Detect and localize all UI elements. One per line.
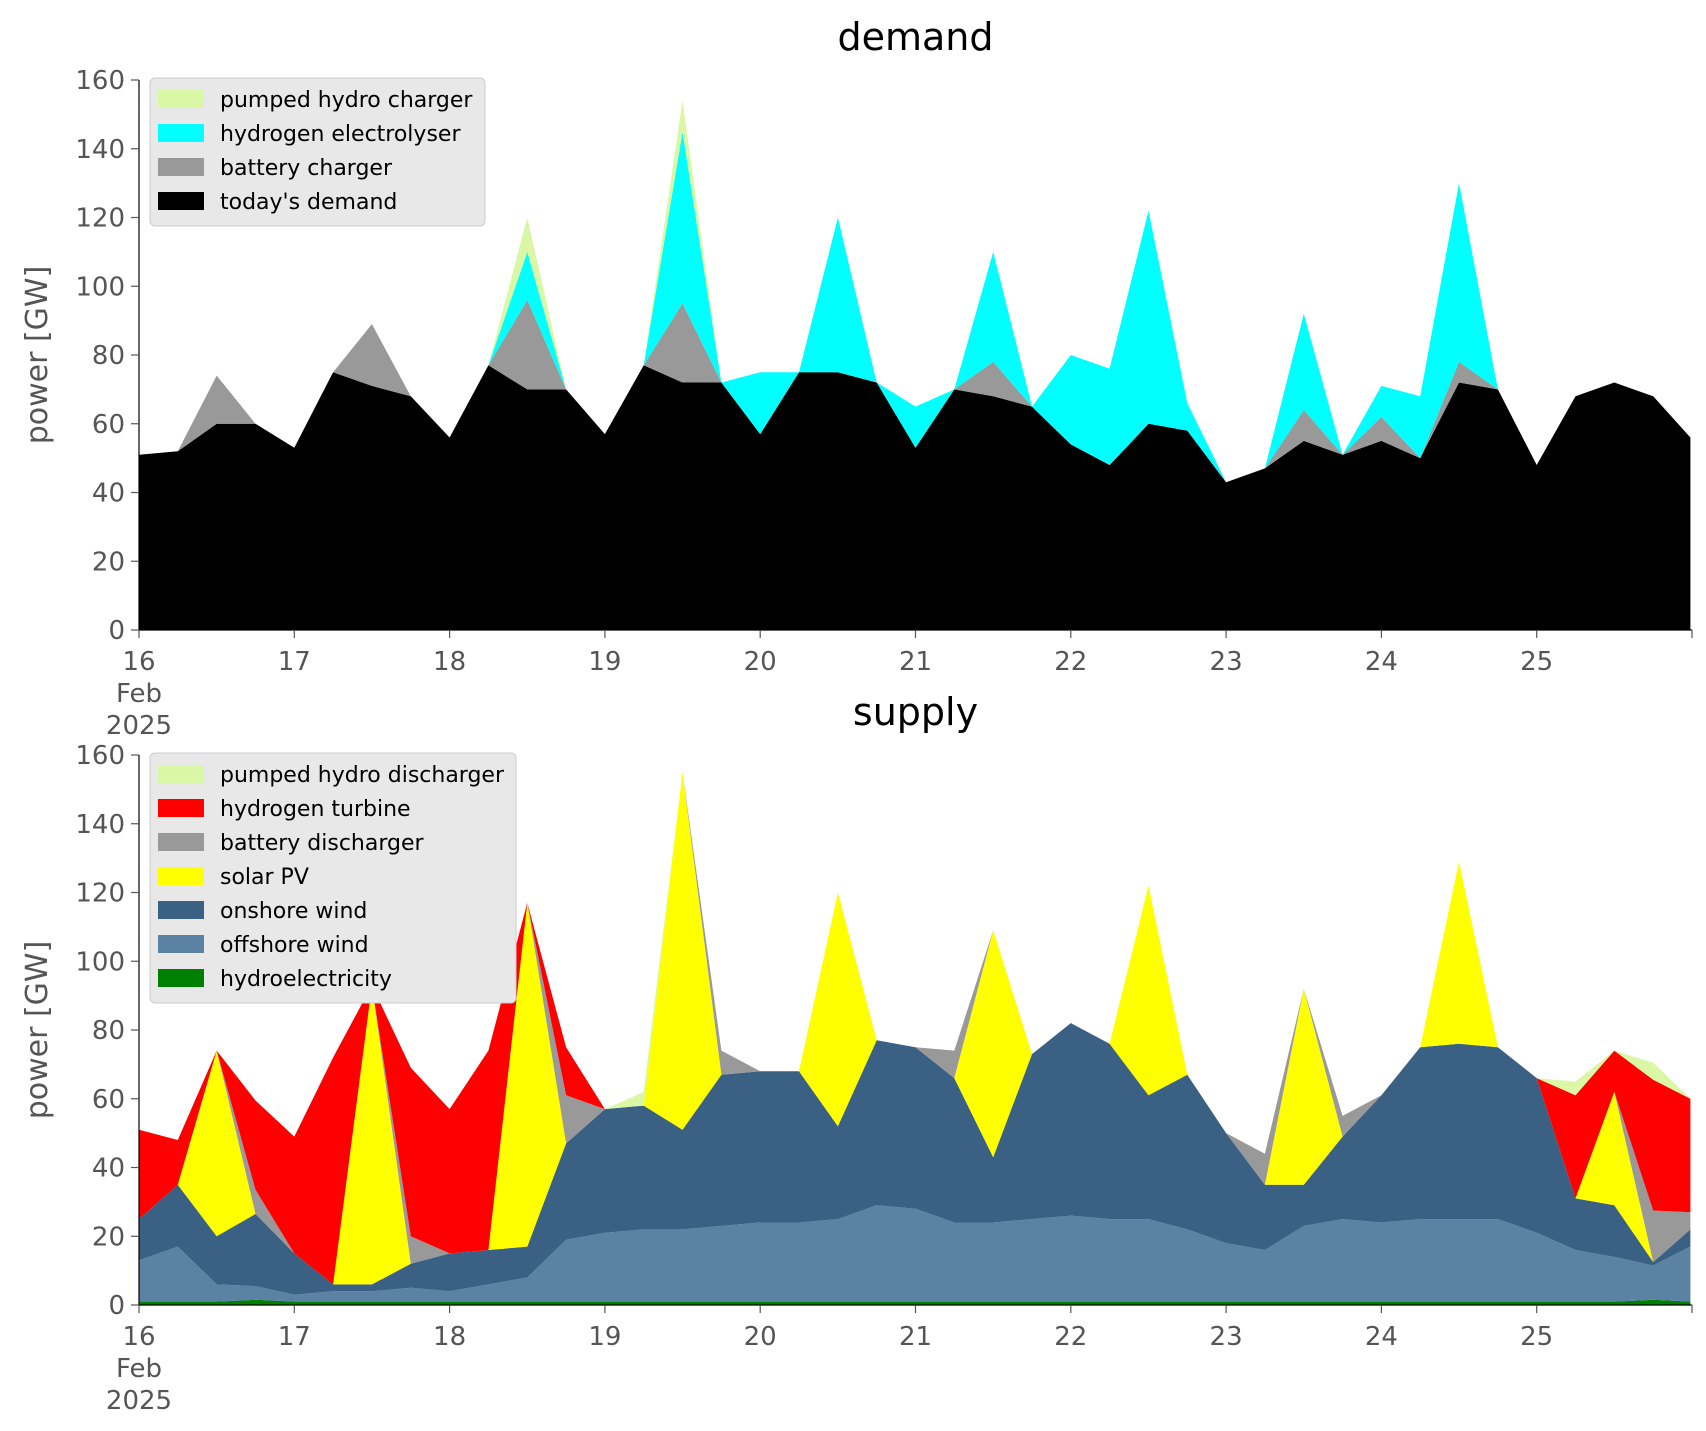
area-onshore-wind <box>139 1023 1691 1295</box>
x-tick-label: Feb <box>116 679 162 709</box>
x-tick-label: 21 <box>899 1322 932 1352</box>
x-tick-label: 17 <box>278 1322 311 1352</box>
legend-swatch <box>158 90 204 108</box>
legend-swatch <box>158 192 204 210</box>
legend: pumped hydro charger hydrogen electrolyse… <box>149 77 486 227</box>
y-tick-label: 0 <box>108 616 125 646</box>
area-today-s-demand <box>139 365 1691 630</box>
x-tick-label: 23 <box>1210 647 1243 677</box>
x-tick-label: 19 <box>588 1322 621 1352</box>
area-hydrogen-electrolyser <box>139 131 1691 483</box>
chart-title: supply <box>853 690 978 734</box>
y-tick-label: 20 <box>92 547 125 577</box>
y-tick-label: 40 <box>92 479 125 509</box>
x-tick-label: 25 <box>1520 1322 1553 1352</box>
legend-swatch <box>158 765 204 783</box>
legend-label: battery discharger <box>220 831 425 856</box>
legend-label: hydrogen turbine <box>220 797 411 822</box>
x-tick-label: 2025 <box>106 1386 172 1416</box>
x-tick-label: 19 <box>588 647 621 677</box>
legend-swatch <box>158 969 204 987</box>
x-tick-label: 23 <box>1210 1322 1243 1352</box>
legend-label: battery charger <box>220 156 393 181</box>
x-tick-label: 20 <box>744 1322 777 1352</box>
y-tick-label: 40 <box>92 1154 125 1184</box>
y-tick-label: 20 <box>92 1222 125 1252</box>
y-tick-label: 140 <box>75 810 125 840</box>
x-tick-label: 24 <box>1365 1322 1398 1352</box>
y-tick-label: 100 <box>75 272 125 302</box>
x-tick-label: 18 <box>433 647 466 677</box>
x-tick-label: 25 <box>1520 647 1553 677</box>
x-tick-label: 16 <box>122 1322 155 1352</box>
legend-frame <box>149 752 517 1004</box>
x-tick-label: 2025 <box>106 711 172 741</box>
y-tick-label: 120 <box>75 204 125 234</box>
y-tick-label: 120 <box>75 879 125 909</box>
legend-label: hydroelectricity <box>220 967 392 992</box>
legend-label: onshore wind <box>220 899 367 924</box>
y-axis-label: power [GW] <box>20 266 55 445</box>
area-offshore-wind <box>139 1205 1691 1302</box>
legend-label: hydrogen electrolyser <box>220 122 461 147</box>
x-tick-label: 20 <box>744 647 777 677</box>
x-tick-label: 17 <box>278 647 311 677</box>
y-tick-label: 60 <box>92 410 125 440</box>
y-tick-label: 160 <box>75 741 125 771</box>
legend-label: pumped hydro charger <box>220 88 473 113</box>
y-tick-label: 160 <box>75 66 125 96</box>
legend-swatch <box>158 833 204 851</box>
x-tick-label: 18 <box>433 1322 466 1352</box>
legend-label: today's demand <box>220 190 397 215</box>
legend-label: solar PV <box>220 865 309 890</box>
area-hydroelectricity <box>139 1299 1691 1305</box>
x-tick-label: 22 <box>1054 647 1087 677</box>
y-tick-label: 60 <box>92 1085 125 1115</box>
area-battery-charger <box>139 300 1691 483</box>
y-tick-label: 0 <box>108 1291 125 1321</box>
legend: pumped hydro discharger hydrogen turbine b… <box>149 752 517 1004</box>
legend-swatch <box>158 799 204 817</box>
y-tick-label: 100 <box>75 947 125 977</box>
legend-swatch <box>158 124 204 142</box>
area-hydrogen-turbine <box>139 772 1691 1285</box>
legend-label: pumped hydro discharger <box>220 763 505 788</box>
legend-swatch <box>158 901 204 919</box>
legend-label: offshore wind <box>220 933 369 958</box>
y-tick-label: 80 <box>92 1016 125 1046</box>
legend-swatch <box>158 158 204 176</box>
legend-frame <box>149 77 486 227</box>
x-tick-label: 22 <box>1054 1322 1087 1352</box>
legend-swatch <box>158 867 204 885</box>
x-tick-label: Feb <box>116 1354 162 1384</box>
legend-swatch <box>158 935 204 953</box>
y-axis-label: power [GW] <box>20 941 55 1120</box>
y-tick-label: 140 <box>75 135 125 165</box>
x-tick-label: 21 <box>899 647 932 677</box>
chart-title: demand <box>837 15 993 59</box>
x-tick-label: 24 <box>1365 647 1398 677</box>
x-tick-label: 16 <box>122 647 155 677</box>
y-tick-label: 80 <box>92 341 125 371</box>
area-solar-pv <box>139 772 1691 1285</box>
